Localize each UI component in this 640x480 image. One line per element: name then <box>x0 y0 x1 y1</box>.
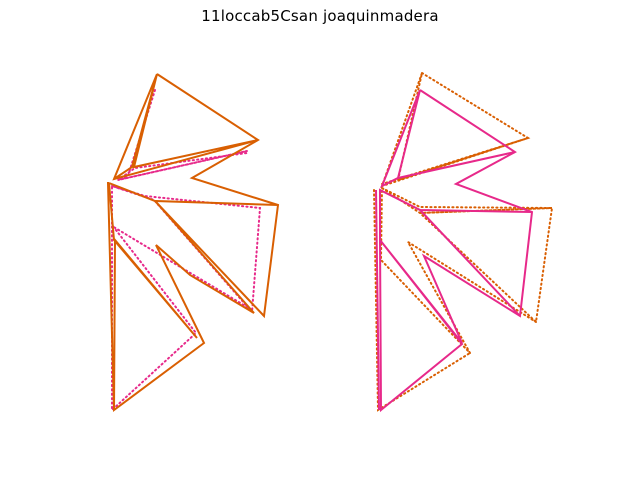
right-solid-stroke-2 <box>380 89 516 189</box>
left-solid-stroke-4 <box>106 182 115 411</box>
right-solid-strokes <box>375 89 534 413</box>
right-dotted-stroke-1 <box>380 72 531 188</box>
left-solid-stroke-1 <box>108 73 280 319</box>
left-solid-strokes <box>106 73 280 412</box>
left-solid-stroke-3 <box>108 182 255 412</box>
figure-title: 11loccab5Csan joaquinmadera <box>201 7 439 25</box>
right-dotted-strokes <box>373 72 554 412</box>
right-solid-stroke-1 <box>378 89 534 413</box>
left-solid-stroke-2 <box>112 73 259 181</box>
right-solid-stroke-3 <box>375 189 380 411</box>
